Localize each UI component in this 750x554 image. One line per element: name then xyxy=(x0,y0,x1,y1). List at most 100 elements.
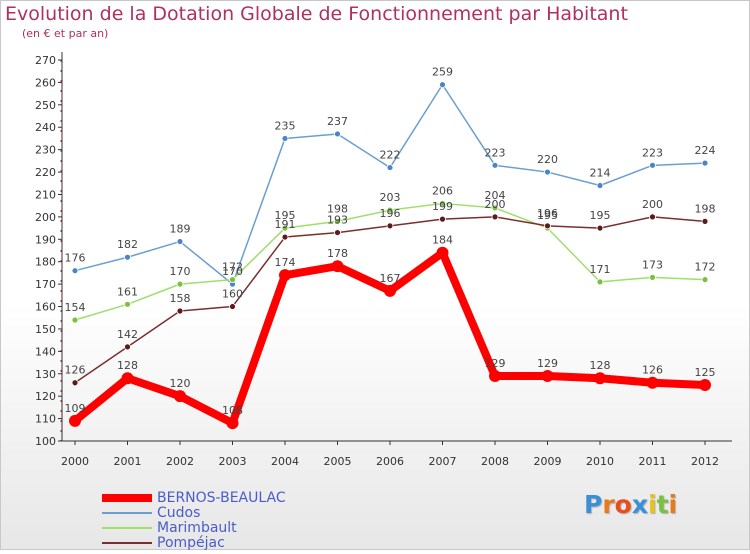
data-point-cudos xyxy=(544,168,551,176)
data-point-pompejac xyxy=(386,222,394,230)
y-tick-label: 100 xyxy=(35,435,56,448)
data-point-cudos xyxy=(491,161,499,169)
data-label-bernos-beaulac: 128 xyxy=(117,359,138,372)
x-tick-label: 2011 xyxy=(639,455,667,468)
data-label-pompejac: 198 xyxy=(695,202,716,215)
legend-label: Marimbault xyxy=(157,520,237,536)
data-label-bernos-beaulac: 174 xyxy=(275,256,296,269)
logo-letter: i xyxy=(668,490,678,519)
data-label-pompejac: 195 xyxy=(590,209,611,222)
data-point-marimbault xyxy=(701,276,709,284)
data-label-marimbault: 198 xyxy=(327,202,348,215)
data-point-cudos xyxy=(176,238,184,245)
data-point-marimbault xyxy=(334,217,341,225)
y-tick-label: 110 xyxy=(35,413,56,426)
y-tick-label: 140 xyxy=(35,345,56,358)
logo-letter: t xyxy=(656,490,669,519)
data-point-cudos xyxy=(701,159,709,167)
data-label-marimbault: 172 xyxy=(695,261,716,274)
data-labels-layer: 176 182 189 170 235 237 222 259 223 220 214 223 224 1… xyxy=(65,66,716,417)
data-label-pompejac: 158 xyxy=(170,292,191,305)
data-label-marimbault: 173 xyxy=(642,258,663,271)
data-label-pompejac: 126 xyxy=(65,364,86,377)
data-point-bernos-beaulac xyxy=(646,376,659,389)
data-point-marimbault xyxy=(491,204,499,212)
data-label-cudos: 176 xyxy=(65,252,86,265)
data-point-marimbault xyxy=(124,300,131,308)
logo-letter: P xyxy=(584,490,603,519)
data-point-pompejac xyxy=(124,343,131,351)
data-point-cudos xyxy=(596,182,604,189)
data-point-bernos-beaulac xyxy=(489,370,501,383)
data-label-marimbault: 171 xyxy=(590,263,611,276)
legend-swatch xyxy=(102,512,152,514)
data-point-pompejac xyxy=(334,229,341,236)
y-tick-label: 230 xyxy=(35,144,56,157)
data-point-pompejac xyxy=(176,307,184,315)
data-point-marimbault xyxy=(176,280,184,288)
y-tick-label: 190 xyxy=(35,233,56,246)
data-label-marimbault: 161 xyxy=(117,285,138,298)
data-label-cudos: 220 xyxy=(537,153,558,166)
data-label-pompejac: 142 xyxy=(117,328,138,341)
y-tick-label: 220 xyxy=(35,166,56,179)
data-label-bernos-beaulac: 178 xyxy=(327,247,348,260)
logo-letter: i xyxy=(648,490,657,519)
data-label-marimbault: 204 xyxy=(485,189,506,202)
chart-axes: 100 110 120 130 140 150 160 170 180 190 200 210 220 2… xyxy=(35,52,732,468)
data-point-bernos-beaulac xyxy=(594,372,606,385)
data-label-marimbault: 195 xyxy=(275,209,296,222)
data-label-pompejac: 160 xyxy=(222,288,243,301)
data-label-cudos: 214 xyxy=(590,167,611,180)
data-point-pompejac xyxy=(701,217,709,225)
y-tick-label: 250 xyxy=(35,99,56,112)
data-label-cudos: 223 xyxy=(485,146,506,159)
data-point-pompejac xyxy=(596,224,604,232)
data-label-marimbault: 154 xyxy=(65,301,86,314)
data-label-bernos-beaulac: 126 xyxy=(642,364,663,377)
data-point-cudos xyxy=(334,130,341,138)
data-point-cudos xyxy=(439,81,446,89)
data-label-marimbault: 195 xyxy=(537,209,558,222)
data-label-cudos: 170 xyxy=(222,265,243,278)
data-point-pompejac xyxy=(439,215,446,223)
data-label-cudos: 259 xyxy=(432,66,453,79)
series-layer xyxy=(69,81,711,430)
data-label-pompejac: 196 xyxy=(380,207,401,220)
x-tick-label: 2002 xyxy=(166,455,194,468)
data-label-pompejac: 200 xyxy=(642,198,663,211)
data-label-pompejac: 199 xyxy=(432,200,453,213)
data-label-cudos: 189 xyxy=(170,223,191,236)
x-tick-label: 2005 xyxy=(324,455,352,468)
data-label-pompejac: 193 xyxy=(327,214,348,227)
data-point-marimbault xyxy=(596,278,604,286)
data-point-cudos xyxy=(71,267,79,275)
data-point-pompejac xyxy=(71,379,79,387)
legend-label: Pompéjac xyxy=(157,535,225,551)
data-label-marimbault: 206 xyxy=(432,184,453,197)
logo-letter: r xyxy=(602,490,615,519)
data-point-cudos xyxy=(281,135,289,142)
data-label-marimbault: 170 xyxy=(170,265,191,278)
legend-swatch xyxy=(102,527,152,529)
data-point-cudos xyxy=(649,161,656,169)
chart-subtitle: (en € et par an) xyxy=(22,27,109,40)
data-label-bernos-beaulac: 120 xyxy=(170,377,191,390)
y-tick-label: 260 xyxy=(35,76,56,89)
data-point-pompejac xyxy=(491,213,499,221)
y-tick-label: 170 xyxy=(35,278,56,291)
data-label-bernos-beaulac: 128 xyxy=(590,359,611,372)
data-label-bernos-beaulac: 109 xyxy=(65,402,86,415)
legend-swatch xyxy=(102,494,152,502)
y-tick-label: 270 xyxy=(35,54,56,67)
x-tick-label: 2010 xyxy=(586,455,614,468)
data-label-cudos: 182 xyxy=(117,238,138,251)
data-point-pompejac xyxy=(229,303,236,310)
data-label-pompejac: 196 xyxy=(537,207,558,220)
data-label-cudos: 237 xyxy=(327,115,348,128)
y-tick-label: 210 xyxy=(35,188,56,201)
legend-swatch xyxy=(102,542,152,544)
data-label-marimbault: 203 xyxy=(380,191,401,204)
